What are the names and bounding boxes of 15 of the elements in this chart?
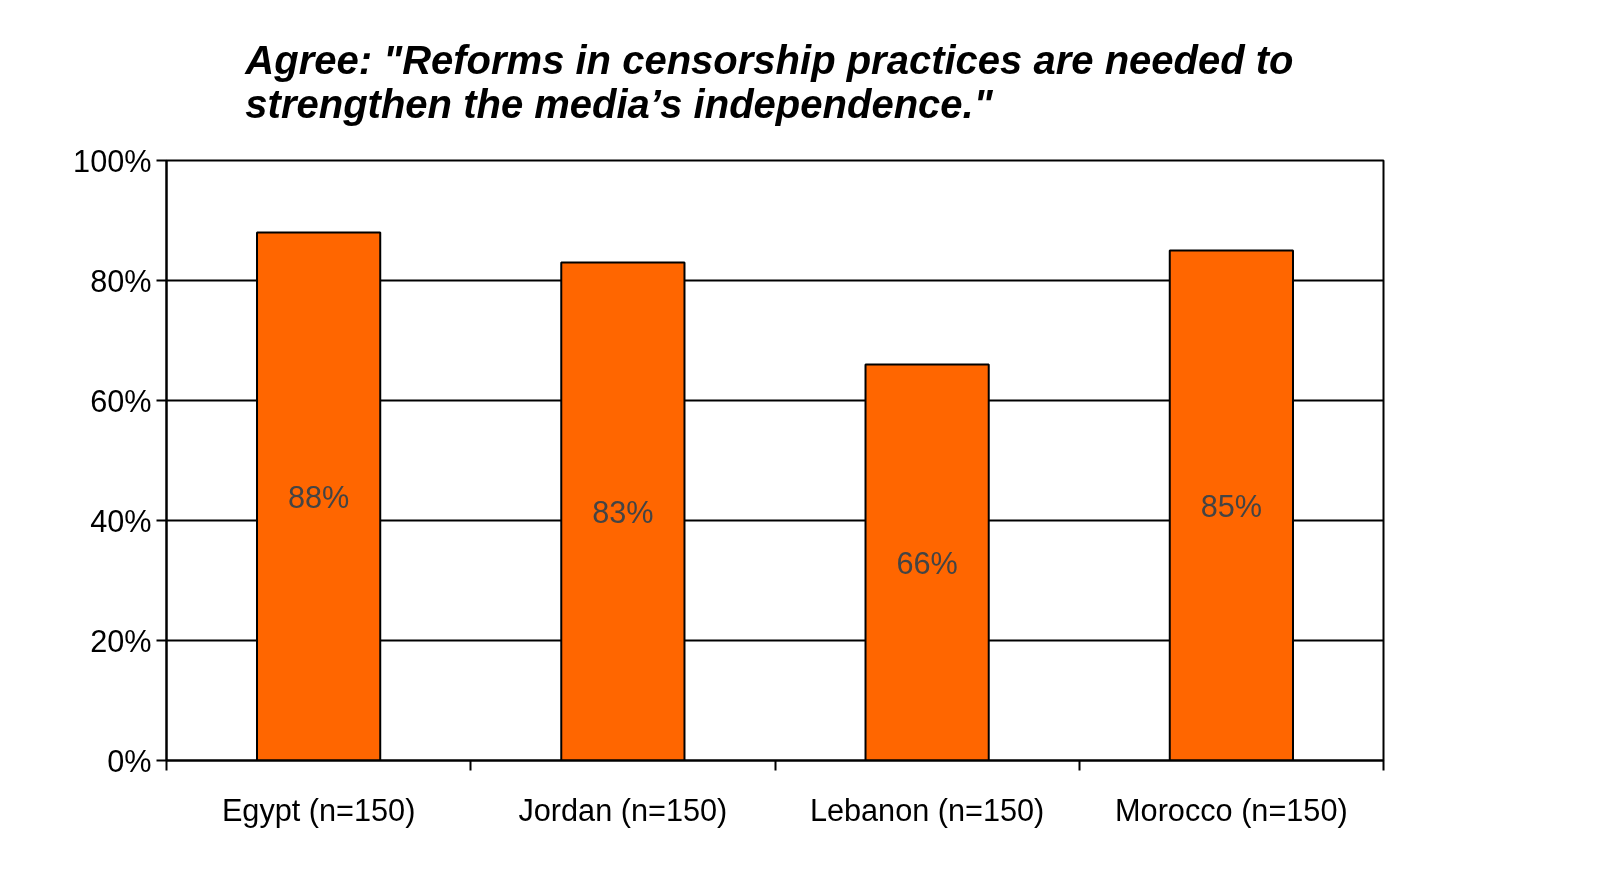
y-tick-label: 40% bbox=[90, 503, 152, 538]
data-label: 85% bbox=[1200, 488, 1263, 523]
data-label: 66% bbox=[896, 545, 958, 580]
x-tick-label: Jordan (n=150) bbox=[518, 792, 728, 828]
data-label: 88% bbox=[287, 479, 350, 514]
x-tick-label: Lebanon (n=150) bbox=[809, 792, 1045, 828]
x-tick-label: Egypt (n=150) bbox=[221, 792, 416, 828]
chart-title: Agree: "Reforms in censorship practices are needed to strengthen the media’s independence." bbox=[244, 37, 1294, 126]
y-tick-label: 20% bbox=[90, 623, 152, 658]
y-tick-label: 60% bbox=[90, 383, 152, 418]
y-tick-label: 80% bbox=[90, 263, 152, 298]
x-tick-label: Morocco (n=150) bbox=[1115, 792, 1348, 828]
y-tick-label: 0% bbox=[107, 743, 152, 778]
data-label: 83% bbox=[592, 494, 654, 529]
y-tick-label: 100% bbox=[73, 143, 152, 178]
